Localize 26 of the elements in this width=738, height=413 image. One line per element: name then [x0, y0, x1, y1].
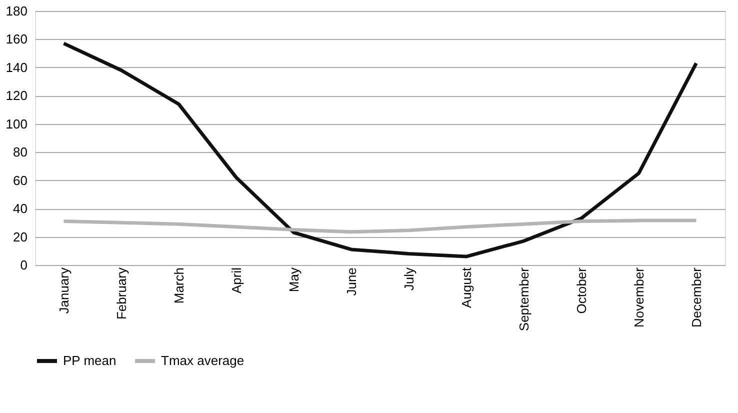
y-tick-label: 40 — [13, 201, 28, 216]
x-tick-label: December — [688, 266, 704, 328]
x-tick-label: January — [56, 267, 72, 314]
x-tick-label: November — [631, 266, 646, 328]
x-tick-label: June — [344, 268, 359, 296]
y-tick-label: 80 — [13, 144, 28, 160]
x-tick-label: March — [171, 268, 186, 304]
legend-label: Tmax average — [161, 353, 244, 368]
y-tick-label: 60 — [13, 172, 28, 188]
y-tick-label: 180 — [6, 4, 28, 18]
x-tick-label: October — [574, 266, 589, 314]
x-tick-label: July — [401, 267, 416, 291]
y-tick-label: 20 — [13, 229, 28, 244]
x-tick-label: May — [286, 267, 302, 292]
y-tick-label: 0 — [20, 258, 28, 272]
x-tick-label: September — [516, 266, 532, 332]
y-tick-label: 140 — [6, 60, 28, 75]
x-tick-label: April — [228, 267, 244, 294]
y-tick-label: 120 — [6, 88, 28, 104]
line-series — [62, 218, 698, 234]
line-series — [62, 42, 698, 258]
x-tick-label: February — [114, 267, 129, 320]
y-tick-label: 160 — [6, 32, 28, 47]
x-tick-label: August — [458, 267, 474, 308]
y-tick-label: 100 — [6, 116, 28, 132]
legend-label: PP mean — [63, 353, 116, 368]
